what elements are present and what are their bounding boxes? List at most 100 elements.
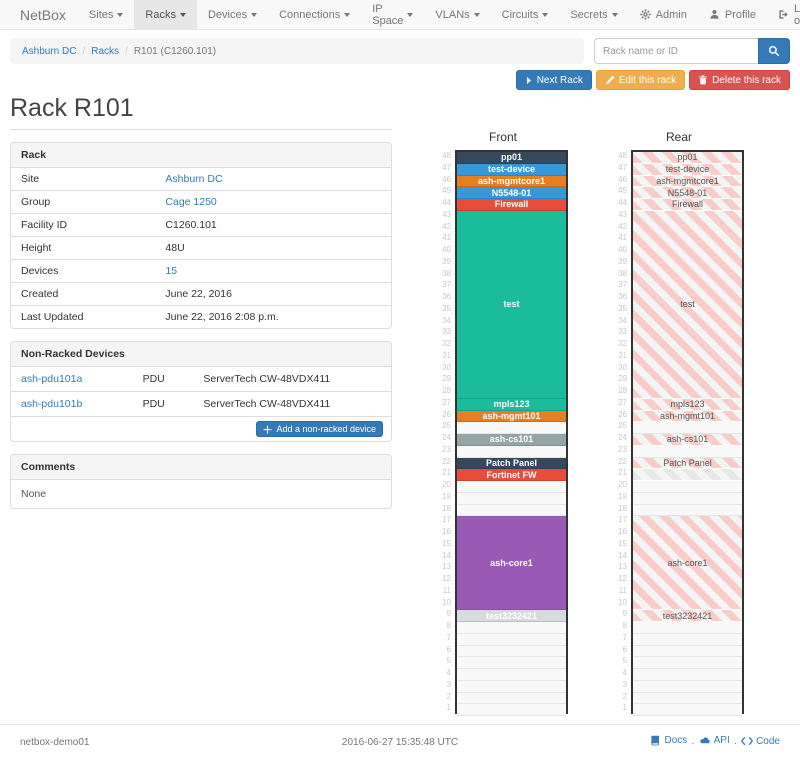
search-group bbox=[594, 38, 790, 64]
device-patch-panel[interactable]: Patch Panel bbox=[633, 457, 742, 470]
device-fortinet-fw[interactable]: Fortinet FW bbox=[457, 469, 566, 481]
nav-item-sites[interactable]: Sites bbox=[78, 0, 134, 29]
plus-icon bbox=[263, 425, 272, 434]
nav-item-vlans[interactable]: VLANs bbox=[424, 0, 490, 29]
device-ash-mgmtcore1[interactable]: ash-mgmtcore1 bbox=[457, 175, 566, 188]
unit-number: 36 bbox=[618, 292, 627, 301]
unit-number: 22 bbox=[442, 456, 451, 466]
device-test-device[interactable]: test-device bbox=[633, 163, 742, 176]
attribute-value-link[interactable]: 15 bbox=[165, 265, 178, 277]
unit-number: 48 bbox=[618, 151, 627, 160]
device-test-device[interactable]: test-device bbox=[457, 163, 566, 176]
device-link[interactable]: ash-pdu101b bbox=[21, 398, 83, 410]
nav-item-admin[interactable]: Admin bbox=[629, 0, 698, 29]
delete-rack-button[interactable]: Delete this rack bbox=[689, 70, 790, 90]
nav-item-connections[interactable]: Connections bbox=[268, 0, 361, 29]
unit-number: 16 bbox=[618, 527, 627, 536]
brand[interactable]: NetBox bbox=[20, 6, 66, 23]
nav-item-label: Profile bbox=[724, 8, 757, 21]
edit-rack-button[interactable]: Edit this rack bbox=[595, 70, 686, 90]
device-ash-cs101[interactable]: ash-cs101 bbox=[457, 434, 566, 446]
device-pp01[interactable]: pp01 bbox=[457, 152, 566, 164]
rack-slot bbox=[633, 633, 742, 646]
device-patch-panel[interactable]: Patch Panel bbox=[457, 457, 566, 470]
unit-number: 40 bbox=[618, 245, 627, 254]
caret-icon bbox=[117, 12, 124, 17]
comments-panel: Comments None bbox=[10, 454, 392, 509]
footer-link-code[interactable]: Code bbox=[741, 736, 780, 747]
device-mpls123[interactable]: mpls123 bbox=[457, 398, 566, 411]
nav-item-devices[interactable]: Devices bbox=[197, 0, 268, 29]
device-fortinet-fw[interactable] bbox=[633, 469, 742, 481]
device-test3232421[interactable]: test3232421 bbox=[457, 610, 566, 622]
unit-number: 37 bbox=[442, 280, 451, 290]
unit-number: 41 bbox=[618, 233, 627, 243]
device-test[interactable]: test bbox=[457, 210, 566, 399]
unit-number: 28 bbox=[618, 386, 627, 395]
unit-number: 1 bbox=[446, 703, 451, 713]
unit-number: 18 bbox=[442, 503, 451, 513]
unit-number: 15 bbox=[442, 538, 451, 548]
device-n5548-01[interactable]: N5548-01 bbox=[457, 187, 566, 199]
device-link[interactable]: ash-pdu101a bbox=[21, 373, 83, 385]
caret-icon bbox=[407, 12, 414, 17]
unit-number: 34 bbox=[442, 315, 451, 325]
unit-number: 7 bbox=[446, 632, 451, 642]
unit-number: 23 bbox=[442, 444, 451, 454]
device-firewall[interactable]: Firewall bbox=[457, 199, 566, 211]
rack-slot bbox=[457, 704, 566, 716]
nav-item-log-out[interactable]: Log out bbox=[767, 0, 800, 29]
add-non-racked-device-button[interactable]: Add a non-racked device bbox=[256, 421, 383, 437]
device-n5548-01[interactable]: N5548-01 bbox=[633, 187, 742, 199]
device-ash-core1[interactable]: ash-core1 bbox=[633, 516, 742, 611]
unit-number: 7 bbox=[622, 632, 627, 642]
device-ash-mgmtcore1[interactable]: ash-mgmtcore1 bbox=[633, 175, 742, 188]
device-ash-core1[interactable]: ash-core1 bbox=[457, 516, 566, 611]
footer-link-docs[interactable]: Docs bbox=[650, 735, 687, 746]
unit-number: 44 bbox=[618, 198, 627, 207]
nav-item-racks[interactable]: Racks bbox=[134, 0, 197, 29]
breadcrumb-link[interactable]: Racks bbox=[91, 45, 120, 57]
breadcrumb-separator: / bbox=[125, 45, 128, 57]
unit-number: 43 bbox=[442, 209, 451, 219]
device-ash-mgmt101[interactable]: ash-mgmt101 bbox=[633, 410, 742, 423]
nav-item-ip-space[interactable]: IP Space bbox=[361, 0, 424, 29]
device-ash-cs101[interactable]: ash-cs101 bbox=[633, 434, 742, 446]
next-rack-button[interactable]: Next Rack bbox=[515, 70, 592, 90]
unit-number: 31 bbox=[618, 350, 627, 360]
navbar: NetBox Sites Racks Devices Connections IP Sp… bbox=[0, 0, 800, 30]
search-input[interactable] bbox=[594, 38, 758, 64]
device-firewall[interactable]: Firewall bbox=[633, 199, 742, 211]
attribute-value-link[interactable]: Ashburn DC bbox=[165, 173, 223, 185]
unit-number: 13 bbox=[618, 562, 627, 572]
footer-link-separator: · bbox=[691, 738, 695, 749]
unit-number: 30 bbox=[618, 362, 627, 372]
unit-number: 45 bbox=[618, 186, 627, 196]
rack-attribute-row: Last Updated June 22, 2016 2:08 p.m. bbox=[11, 305, 391, 328]
unit-number: 47 bbox=[618, 162, 627, 172]
unit-number: 29 bbox=[618, 374, 627, 384]
search-button[interactable] bbox=[758, 38, 790, 64]
nav-item-secrets[interactable]: Secrets bbox=[559, 0, 628, 29]
device-pp01[interactable]: pp01 bbox=[633, 152, 742, 164]
device-mpls123[interactable]: mpls123 bbox=[633, 398, 742, 411]
rack-slot bbox=[633, 645, 742, 658]
rack-attribute-row: Site Ashburn DC bbox=[11, 168, 391, 190]
breadcrumb-link[interactable]: Ashburn DC bbox=[22, 45, 77, 57]
device-ash-mgmt101[interactable]: ash-mgmt101 bbox=[457, 410, 566, 423]
nav-item-profile[interactable]: Profile bbox=[698, 0, 767, 29]
unit-number: 47 bbox=[442, 162, 451, 172]
unit-number: 9 bbox=[622, 609, 627, 619]
attribute-value-link[interactable]: Cage 1250 bbox=[165, 196, 217, 208]
attribute-label: Facility ID bbox=[21, 219, 68, 231]
unit-number: 13 bbox=[442, 562, 451, 572]
rack-slot bbox=[457, 633, 566, 646]
front-elevation-grid: 48 47 46 45 44 43 42 41 40 39 38 37 36 35 34 33 32 31 30 29… bbox=[438, 150, 568, 716]
unit-number: 38 bbox=[442, 268, 451, 278]
footer-link-label: Code bbox=[756, 735, 780, 747]
nav-item-circuits[interactable]: Circuits bbox=[491, 0, 560, 29]
device-test[interactable]: test bbox=[633, 210, 742, 399]
left-column: Rack R101 Rack Site Ashburn DC Group Cage 1… bbox=[10, 94, 392, 714]
footer-link-api[interactable]: API bbox=[699, 735, 730, 746]
device-test3232421[interactable]: test3232421 bbox=[633, 610, 742, 622]
